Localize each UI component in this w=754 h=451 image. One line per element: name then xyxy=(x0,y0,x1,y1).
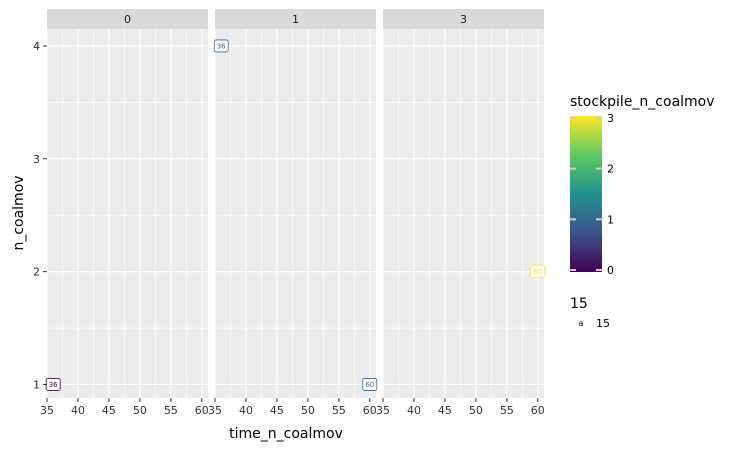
x-tick-label: 45 xyxy=(102,404,116,417)
data-label-box xyxy=(530,265,546,279)
colorbar-ticks: 0 1 2 3 xyxy=(570,112,614,277)
colorbar-tick-label: 1 xyxy=(607,213,614,226)
facet-strip-label: 3 xyxy=(460,13,467,26)
y-axis-title: n_coalmov xyxy=(11,175,27,250)
facet-strip xyxy=(215,9,376,29)
x-tick-label: 60 xyxy=(531,404,545,417)
x-tick-label: 55 xyxy=(500,404,514,417)
y-tick-label: 3 xyxy=(33,153,40,166)
color-legend-title: stockpile_n_coalmov xyxy=(570,94,715,110)
x-tick-label: 35 xyxy=(376,404,390,417)
colorbar-tick-label: 3 xyxy=(607,112,614,125)
x-tick-label: 60 xyxy=(363,404,377,417)
data-label-text: 36 xyxy=(217,42,226,50)
colorbar xyxy=(570,116,602,272)
size-legend-title: 15 xyxy=(570,296,588,312)
data-label: 36 xyxy=(45,378,61,391)
size-legend-label: 15 xyxy=(596,317,610,330)
legend: stockpile_n_coalmov 0 1 2 3 15 a 15 xyxy=(570,94,715,330)
data-label: 60 xyxy=(362,378,378,391)
facet-panel: 0 xyxy=(46,9,208,398)
x-tick-label: 40 xyxy=(239,404,253,417)
data-label-text: 36 xyxy=(49,381,58,389)
panel-background xyxy=(47,29,208,398)
x-tick-label: 50 xyxy=(133,404,147,417)
x-tick-label: 35 xyxy=(40,404,54,417)
x-tick-label: 45 xyxy=(270,404,284,417)
facet-strip-label: 0 xyxy=(124,13,131,26)
facet-panel: 3 xyxy=(382,9,544,398)
x-tick-label: 50 xyxy=(301,404,315,417)
colorbar-tick-label: 2 xyxy=(607,163,614,176)
facet-strip-label: 1 xyxy=(292,13,299,26)
x-tick-label: 50 xyxy=(469,404,483,417)
facet-strip xyxy=(383,9,544,29)
x-tick-label: 35 xyxy=(208,404,222,417)
x-tick-label: 55 xyxy=(164,404,178,417)
x-tick-label: 60 xyxy=(195,404,209,417)
colorbar-tick-label: 0 xyxy=(607,264,614,277)
x-tick-label: 45 xyxy=(438,404,452,417)
x-axis-title: time_n_coalmov xyxy=(229,426,343,442)
data-label: 60 xyxy=(530,265,546,279)
data-label: 36 xyxy=(213,39,229,53)
data-label-box xyxy=(362,378,378,391)
x-tick-label: 40 xyxy=(71,404,85,417)
y-tick-label: 4 xyxy=(33,40,40,53)
panel-background xyxy=(383,29,544,398)
facet-panels: 0 1 3 36 36 60 60 xyxy=(45,9,546,398)
y-tick-label: 1 xyxy=(33,378,40,391)
y-tick-label: 2 xyxy=(33,266,40,279)
data-label-text: 60 xyxy=(533,268,542,276)
panel-background xyxy=(215,29,376,398)
data-label-text: 60 xyxy=(365,381,374,389)
size-legend-key: a xyxy=(579,319,584,328)
data-label-box xyxy=(213,39,229,53)
facet-strip xyxy=(47,9,208,29)
x-tick-label: 55 xyxy=(332,404,346,417)
facet-panel: 1 xyxy=(214,9,376,398)
x-tick-label: 40 xyxy=(407,404,421,417)
